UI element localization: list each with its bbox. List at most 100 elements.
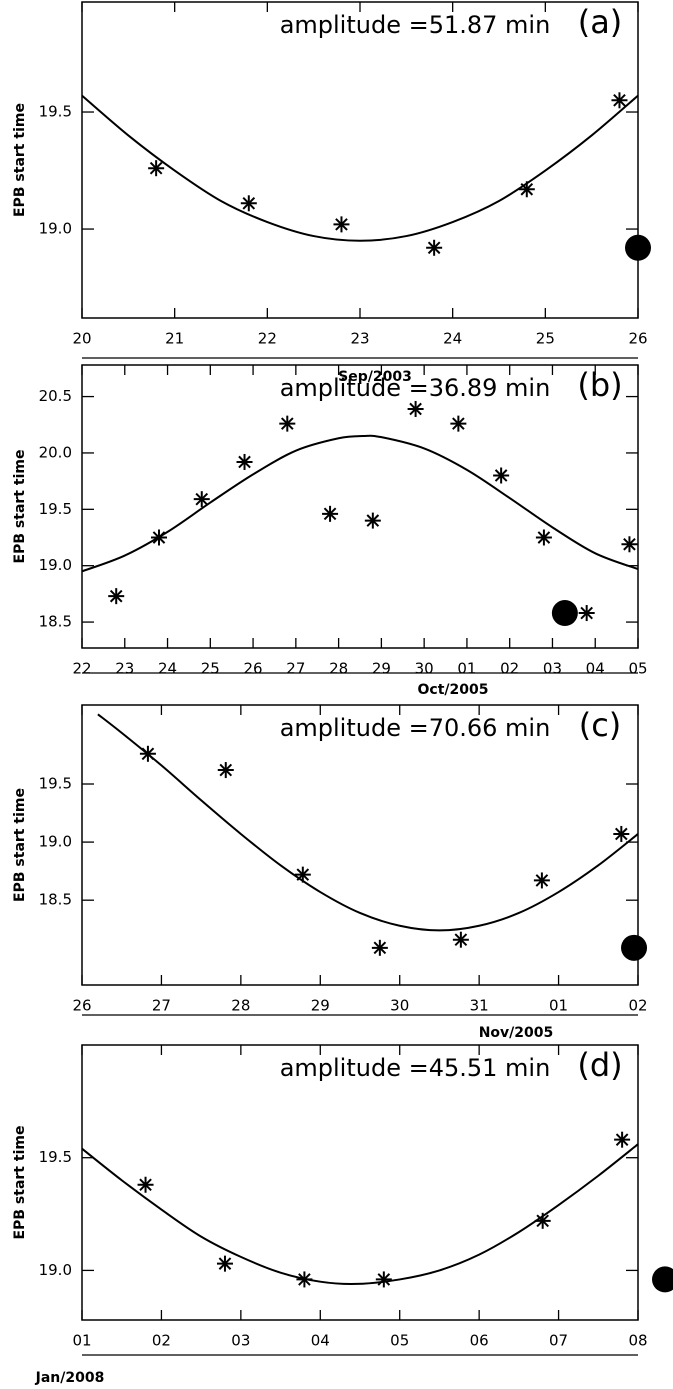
plot-frame [81,1044,639,1321]
y-tick-label: 19.0 [39,833,72,851]
asterisk-stroke [537,531,551,544]
x-tick-label: 02 [628,997,647,1015]
asterisk-stroke [149,161,163,175]
asterisk-point [371,939,388,956]
x-tick-label: 23 [350,330,369,348]
asterisk-point [375,1271,392,1288]
asterisk-point [236,453,253,470]
asterisk-stroke [520,182,534,196]
x-tick-label: 05 [390,1332,409,1350]
asterisk-stroke [373,941,387,955]
y-tick-label: 20.0 [39,443,72,461]
x-tick-label: 25 [536,330,555,348]
x-tick-label: 27 [286,660,305,678]
asterisk-point [108,588,125,605]
x-tick-label: 07 [549,1332,568,1350]
reference-dot [621,934,648,961]
asterisk-point [322,505,339,522]
asterisk-stroke [494,469,508,482]
y-axis-label: EPB start time [12,103,28,217]
x-axis-label: Jan/2008 [35,1370,105,1386]
asterisk-stroke [335,218,348,231]
reference-dot [652,1266,673,1293]
x-tick-label: 20 [72,330,91,348]
x-tick-label: 02 [500,660,519,678]
x-tick-label: 26 [628,330,647,348]
reference-dot [625,234,651,261]
x-tick-label: 02 [152,1332,171,1350]
y-tick-label: 19.5 [39,1148,72,1166]
asterisk-point [193,491,210,508]
x-axis-label: Oct/2005 [418,682,489,698]
asterisk-point [621,536,638,553]
annotation: amplitude =51.87 min [280,11,551,39]
x-tick-label: 28 [329,660,348,678]
asterisk-point [216,1255,233,1272]
asterisk-stroke [280,417,294,430]
annotation: amplitude =45.51 min [280,1054,551,1082]
asterisk-stroke [242,196,256,210]
asterisk-point [611,92,628,109]
plot-frame [81,364,639,649]
asterisk-stroke [218,1257,232,1270]
x-tick-label: 31 [470,997,489,1015]
x-tick-label: 23 [115,660,134,678]
x-tick-label: 03 [543,660,562,678]
x-tick-label: 22 [72,660,91,678]
panel-label: (b) [577,366,622,404]
fit-curve [81,434,639,573]
asterisk-stroke [195,492,209,506]
y-tick-label: 18.5 [39,891,72,909]
y-tick-label: 19.0 [39,1261,72,1279]
asterisk-stroke [219,763,233,777]
x-tick-label: 01 [457,660,476,678]
x-tick-label: 24 [443,330,462,348]
y-tick-label: 19.0 [39,556,72,574]
annotation: amplitude =36.89 min [280,374,551,402]
asterisk-stroke [452,417,465,430]
asterisk-point [613,825,630,842]
asterisk-stroke [615,1133,629,1146]
asterisk-stroke [409,402,422,416]
x-tick-label: 29 [372,660,391,678]
asterisk-stroke [323,507,337,521]
asterisk-point [533,872,550,889]
asterisk-stroke [109,589,123,603]
asterisk-stroke [613,94,626,107]
x-tick-label: 04 [586,660,605,678]
x-tick-label: 25 [201,660,220,678]
asterisk-point [535,529,552,546]
x-tick-label: 29 [311,997,330,1015]
asterisk-stroke [536,1214,549,1228]
y-tick-label: 20.5 [39,387,72,405]
fit-curve [81,94,639,242]
fit-curve [97,713,639,932]
panel-label: (a) [578,3,623,41]
y-tick-label: 19.5 [39,500,72,518]
y-tick-label: 19.5 [39,775,72,793]
asterisk-point [333,216,350,233]
x-tick-label: 01 [72,1332,91,1350]
asterisk-point [493,467,510,484]
x-tick-label: 21 [165,330,184,348]
x-tick-label: 05 [628,660,647,678]
x-tick-label: 26 [72,997,91,1015]
y-axis-label: EPB start time [12,450,28,564]
y-tick-label: 19.5 [39,103,72,121]
x-tick-label: 22 [258,330,277,348]
asterisk-stroke [366,514,380,527]
x-tick-label: 03 [231,1332,250,1350]
y-axis-label: EPB start time [12,1126,28,1240]
panel-label: (d) [577,1046,622,1084]
asterisk-point [240,195,257,212]
x-tick-label: 30 [415,660,434,678]
plot-frame [81,1,639,319]
asterisk-stroke [427,241,441,255]
asterisk-point [148,160,165,177]
x-tick-label: 24 [158,660,177,678]
x-tick-label: 06 [470,1332,489,1350]
fit-curve [81,1143,639,1286]
asterisk-stroke [615,827,628,841]
